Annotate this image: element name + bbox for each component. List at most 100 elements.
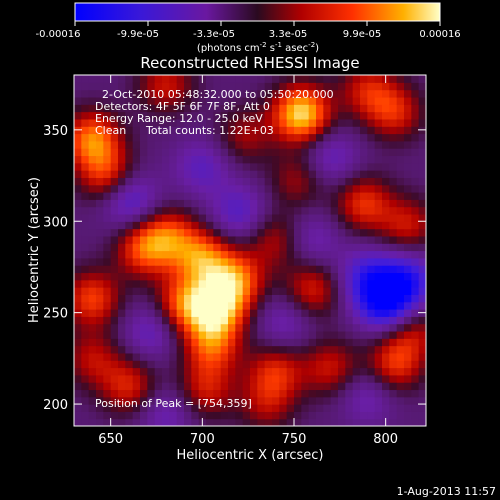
heatmap-cell bbox=[360, 396, 368, 405]
heatmap-cell bbox=[206, 192, 214, 200]
heatmap-cell bbox=[88, 411, 97, 420]
heatmap-cell bbox=[286, 118, 295, 127]
heatmap-cell bbox=[162, 82, 170, 91]
heatmap-cell bbox=[294, 177, 302, 186]
heatmap-cell bbox=[74, 213, 82, 222]
heatmap-cell bbox=[382, 345, 390, 354]
heatmap-cell bbox=[250, 309, 258, 317]
heatmap-cell bbox=[279, 235, 288, 244]
heatmap-cell bbox=[74, 250, 82, 259]
heatmap-cell bbox=[132, 177, 141, 186]
heatmap-cell bbox=[162, 170, 170, 178]
heatmap-cell bbox=[96, 257, 104, 266]
heatmap-cell bbox=[352, 104, 361, 113]
heatmap-cell bbox=[367, 257, 376, 266]
heatmap-cell bbox=[286, 104, 295, 113]
heatmap-cell bbox=[206, 257, 214, 266]
heatmap-cell bbox=[301, 374, 310, 383]
heatmap-cell bbox=[213, 170, 222, 178]
heatmap-cell bbox=[125, 118, 134, 127]
heatmap-cell bbox=[206, 294, 214, 303]
heatmap-cell bbox=[176, 213, 185, 222]
heatmap-cell bbox=[213, 396, 222, 405]
heatmap-cell bbox=[411, 411, 420, 420]
heatmap-cell bbox=[257, 301, 266, 310]
heatmap-cell bbox=[301, 352, 310, 361]
heatmap-cell bbox=[360, 309, 368, 317]
heatmap-cell bbox=[264, 323, 273, 332]
heatmap-cell bbox=[294, 89, 302, 98]
heatmap-cell bbox=[147, 330, 156, 339]
heatmap-cell bbox=[184, 250, 192, 259]
heatmap-cell bbox=[418, 301, 426, 310]
heatmap-cell bbox=[88, 235, 97, 244]
heatmap-cell bbox=[103, 111, 112, 120]
heatmap-cell bbox=[404, 89, 412, 98]
heatmap-cell bbox=[206, 235, 214, 244]
heatmap-cell bbox=[257, 287, 266, 295]
heatmap-cell bbox=[367, 301, 376, 310]
heatmap-cell bbox=[169, 382, 178, 391]
heatmap-cell bbox=[418, 352, 426, 361]
heatmap-cell bbox=[147, 367, 156, 376]
heatmap-cell bbox=[330, 279, 339, 288]
heatmap-cell bbox=[184, 338, 192, 347]
heatmap-cell bbox=[176, 148, 185, 157]
heatmap-cell bbox=[162, 111, 170, 120]
heatmap-cell bbox=[242, 170, 251, 178]
heatmap-cell bbox=[389, 192, 398, 200]
heatmap-cell bbox=[154, 382, 163, 391]
heatmap-cell bbox=[242, 272, 251, 281]
heatmap-cell bbox=[213, 75, 222, 83]
heatmap-cell bbox=[147, 309, 156, 317]
heatmap-cell bbox=[81, 228, 90, 237]
heatmap-cell bbox=[389, 374, 398, 383]
heatmap-cell bbox=[264, 330, 273, 339]
heatmap-cell bbox=[140, 82, 148, 91]
colorbar-tick-label: 3.3e-05 bbox=[269, 29, 307, 40]
heatmap-cell bbox=[191, 396, 200, 405]
heatmap-cell bbox=[184, 148, 192, 157]
heatmap-cell bbox=[404, 75, 412, 83]
heatmap-cell bbox=[323, 75, 332, 83]
heatmap-cell bbox=[308, 75, 317, 83]
heatmap-cell bbox=[110, 367, 119, 376]
heatmap-cell bbox=[308, 111, 317, 120]
heatmap-cell bbox=[338, 184, 346, 193]
heatmap-cell bbox=[352, 235, 361, 244]
heatmap-cell bbox=[162, 272, 170, 281]
heatmap-cell bbox=[132, 287, 141, 295]
heatmap-cell bbox=[382, 360, 390, 369]
heatmap-cell bbox=[169, 228, 178, 237]
heatmap-cell bbox=[404, 272, 412, 281]
heatmap-cell bbox=[176, 199, 185, 208]
heatmap-cell bbox=[396, 213, 405, 222]
heatmap-cell bbox=[360, 367, 368, 376]
heatmap-cell bbox=[96, 265, 104, 274]
heatmap-cell bbox=[301, 265, 310, 274]
heatmap-cell bbox=[140, 96, 148, 105]
heatmap-cell bbox=[345, 309, 354, 317]
heatmap-cell bbox=[191, 148, 200, 157]
heatmap-cell bbox=[213, 111, 222, 120]
heatmap-cell bbox=[316, 111, 324, 120]
heatmap-cell bbox=[184, 294, 192, 303]
heatmap-cell bbox=[184, 404, 192, 412]
heatmap-cell bbox=[360, 294, 368, 303]
heatmap-cell bbox=[206, 133, 214, 142]
heatmap-cell bbox=[382, 228, 390, 237]
heatmap-cell bbox=[411, 279, 420, 288]
heatmap-cell bbox=[323, 374, 332, 383]
heatmap-cell bbox=[191, 389, 200, 398]
heatmap-cell bbox=[264, 257, 273, 266]
heatmap-cell bbox=[213, 265, 222, 274]
heatmap-cell bbox=[338, 279, 346, 288]
heatmap-cell bbox=[382, 206, 390, 215]
heatmap-cell bbox=[176, 309, 185, 317]
heatmap-cell bbox=[264, 206, 273, 215]
heatmap-cell bbox=[264, 111, 273, 120]
heatmap-cell bbox=[88, 96, 97, 105]
heatmap-cell bbox=[140, 221, 148, 230]
heatmap-cell bbox=[316, 82, 324, 91]
heatmap-cell bbox=[147, 75, 156, 83]
